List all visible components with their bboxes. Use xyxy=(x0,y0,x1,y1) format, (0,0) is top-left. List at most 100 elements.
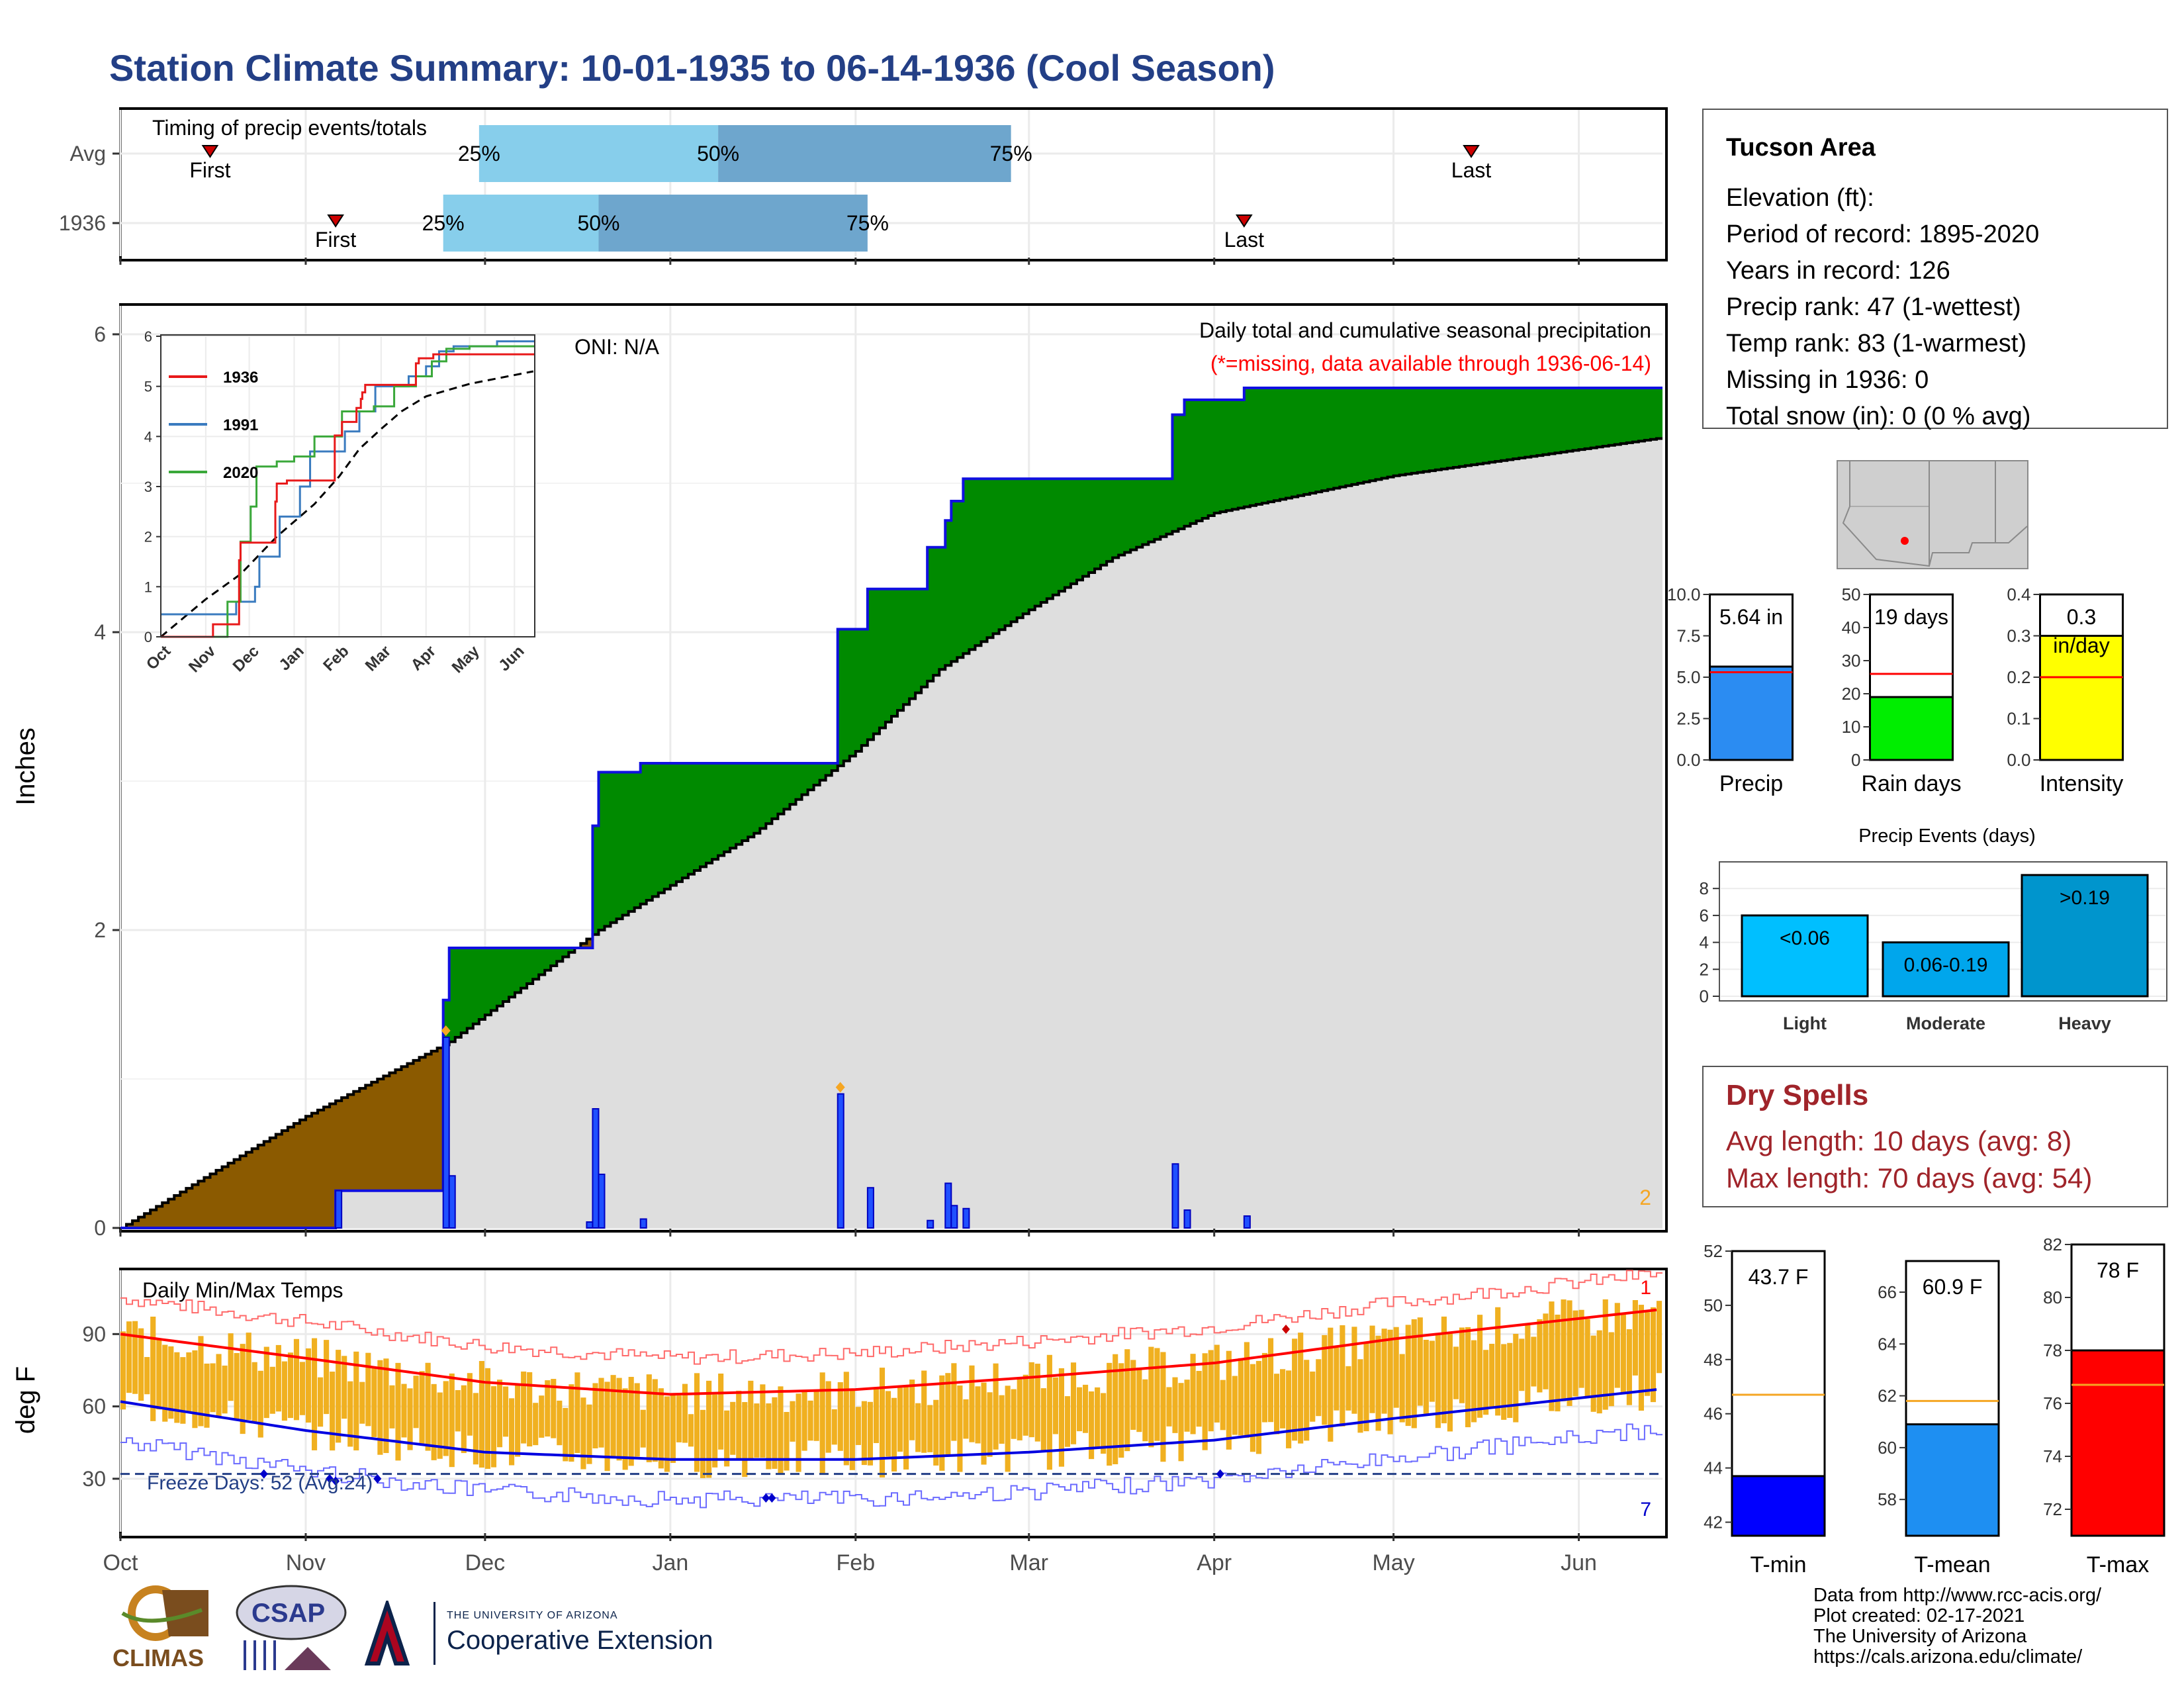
daily-temp-bar xyxy=(287,1352,293,1419)
daily-precip-bar xyxy=(866,1187,874,1229)
daily-temp-bar xyxy=(640,1409,646,1448)
temp-bar-value-label: 78 F xyxy=(2097,1258,2139,1282)
daily-precip-bar xyxy=(1171,1163,1179,1229)
daily-temp-bar xyxy=(1465,1327,1471,1428)
percentile-label: 50% xyxy=(697,142,739,165)
daily-temp-bar xyxy=(371,1368,377,1437)
summary-bar-title: Intensity xyxy=(2040,771,2124,796)
daily-temp-bar xyxy=(1124,1349,1130,1452)
month-label: Dec xyxy=(465,1550,505,1575)
daily-temp-bar xyxy=(545,1380,551,1437)
dry-spells-box: Dry Spells Avg length: 10 days (avg: 8) … xyxy=(1702,1066,2168,1207)
chart-caption: Daily total and cumulative seasonal prec… xyxy=(1199,318,1651,342)
csap-logo: CSAP xyxy=(236,1585,347,1670)
inset-legend-label: 2020 xyxy=(223,464,258,482)
daily-temp-bar xyxy=(1232,1376,1238,1435)
temp-bar-tick-label: 48 xyxy=(1704,1350,1723,1370)
daily-temp-bar xyxy=(1190,1354,1196,1434)
daily-temp-bar xyxy=(1160,1352,1166,1462)
daily-temp-bar xyxy=(1357,1359,1363,1433)
daily-temp-bar xyxy=(293,1338,300,1421)
daily-temp-bar xyxy=(299,1362,306,1415)
daily-temp-bar xyxy=(1650,1307,1657,1403)
daily-temp-bar xyxy=(1255,1360,1262,1454)
missing-data-note: (*=missing, data available through 1936-… xyxy=(1210,352,1651,375)
daily-temp-bar xyxy=(1011,1389,1017,1439)
temp-bar-tick-label: 78 xyxy=(2043,1340,2062,1360)
daily-temp-bar xyxy=(1441,1316,1447,1424)
daily-temp-bar xyxy=(186,1352,192,1413)
month-label: Apr xyxy=(1197,1550,1232,1575)
daily-temp-bar xyxy=(527,1372,533,1447)
daily-temp-bar xyxy=(1244,1342,1250,1438)
daily-temp-bar xyxy=(1375,1335,1381,1431)
summary-bar-tick-label: 0.2 xyxy=(2007,667,2030,687)
daily-temp-bar xyxy=(1040,1388,1046,1452)
station-name: Tucson Area xyxy=(1726,134,1876,162)
summary-bar-tick-label: 0.0 xyxy=(2007,750,2030,770)
daily-temp-bar xyxy=(563,1407,569,1462)
temp-bar-tick-label: 74 xyxy=(2043,1446,2062,1466)
temp-bar-tick-label: 50 xyxy=(1704,1295,1723,1315)
precip-events-title: Precip Events (days) xyxy=(1858,825,2036,847)
precip-event-category: Moderate xyxy=(1906,1013,1985,1033)
precip-event-category: Heavy xyxy=(2058,1013,2111,1033)
daily-temp-bar xyxy=(305,1348,312,1423)
summary-bar-tick-label: 0.0 xyxy=(1676,750,1700,770)
daily-temp-bar xyxy=(1286,1370,1292,1448)
daily-temp-bar xyxy=(921,1370,927,1453)
daily-temp-bar xyxy=(347,1381,353,1447)
daily-temp-bar xyxy=(413,1376,419,1429)
daily-temp-bar xyxy=(490,1386,497,1468)
daily-temp-bar xyxy=(1058,1368,1064,1467)
daily-temp-bar xyxy=(478,1360,484,1468)
daily-precip-bar xyxy=(335,1190,343,1229)
temp-bar-tick-label: 76 xyxy=(2043,1393,2062,1413)
daily-temp-bar xyxy=(473,1393,478,1465)
daily-precip-bar xyxy=(442,1037,450,1229)
daily-temp-bar xyxy=(885,1391,891,1457)
daily-temp-bar xyxy=(168,1346,174,1419)
precip-event-category: Light xyxy=(1783,1013,1827,1033)
daily-temp-bar xyxy=(1101,1393,1107,1454)
daily-temp-bar xyxy=(1023,1374,1028,1436)
oni-label: ONI: N/A xyxy=(574,335,660,359)
map-border-south xyxy=(1842,461,2028,567)
summary-bar-value-label: 5.64 in xyxy=(1719,605,1783,629)
daily-temp-bar xyxy=(718,1374,724,1450)
climas-logo: CLIMAS xyxy=(113,1585,208,1671)
y-tick-label: 60 xyxy=(82,1395,106,1419)
y-tick-label: 90 xyxy=(82,1322,106,1346)
daily-temp-bar xyxy=(1555,1314,1561,1412)
daily-temp-bar xyxy=(1226,1350,1232,1450)
daily-temp-bar xyxy=(1614,1303,1620,1388)
summary-bar-unit-label: in/day xyxy=(2053,633,2109,657)
station-period: Period of record: 1895-2020 xyxy=(1726,220,2040,248)
station-location-marker xyxy=(1901,537,1909,545)
daily-precip-bar xyxy=(639,1218,647,1229)
daily-temp-bar xyxy=(228,1333,234,1401)
daily-precip-bar xyxy=(1243,1215,1251,1229)
events-tick-label: 0 xyxy=(1700,986,1709,1006)
daily-temp-bar xyxy=(174,1352,180,1423)
daily-temp-bar xyxy=(246,1333,251,1421)
daily-temp-bar xyxy=(257,1370,263,1438)
y-tick-label: 2 xyxy=(94,918,106,942)
avg-min-temp-line xyxy=(120,1388,1657,1461)
daily-temp-bar xyxy=(1208,1350,1214,1432)
daily-temp-bar xyxy=(825,1381,831,1453)
daily-temp-bar xyxy=(1113,1354,1118,1464)
daily-temp-bar xyxy=(831,1409,837,1445)
ua-small-text: THE UNIVERSITY OF ARIZONA xyxy=(447,1610,618,1621)
credit-line: The University of Arizona xyxy=(1813,1626,2027,1647)
temp-bar-tick-label: 80 xyxy=(2043,1288,2062,1307)
summary-bar-value-label: 19 days xyxy=(1874,605,1948,629)
daily-temp-bar xyxy=(730,1401,736,1455)
page-title: Station Climate Summary: 10-01-1935 to 0… xyxy=(109,47,1275,89)
daily-temp-bar xyxy=(1322,1335,1328,1425)
daily-temp-bar xyxy=(162,1344,168,1422)
daily-temp-bar xyxy=(580,1397,586,1470)
daily-temp-bar xyxy=(1596,1330,1602,1414)
daily-temp-bar xyxy=(784,1411,790,1471)
